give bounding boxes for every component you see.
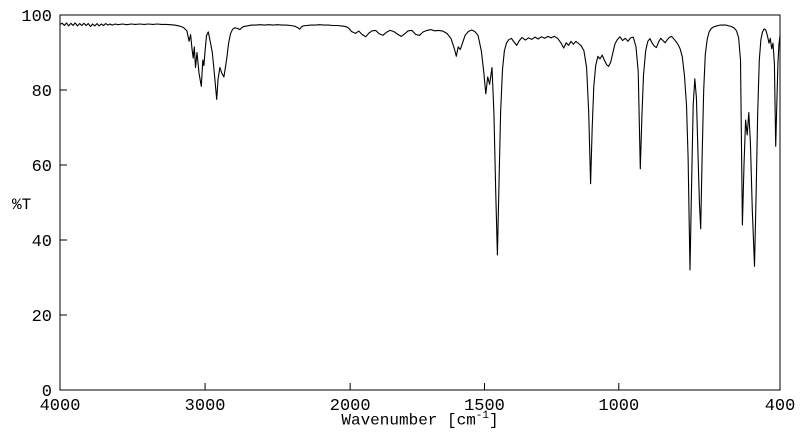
x-axis-title: Wavenumber [cm-1] (60, 410, 780, 429)
x-axis-title-superscript: -1 (475, 410, 489, 422)
x-tick-label: 1500 (464, 397, 505, 416)
y-tick-label: 80 (32, 83, 52, 102)
y-tick-label: 40 (32, 233, 52, 252)
y-tick-label: 20 (32, 308, 52, 327)
x-tick-label: 400 (765, 397, 796, 416)
plot-frame (59, 14, 781, 391)
x-tick-label: 1000 (598, 397, 639, 416)
spectrum-line (59, 22, 781, 271)
x-axis-title-text: Wavenumber [cm (341, 411, 476, 430)
x-axis-title-closing-bracket: ] (489, 411, 499, 430)
y-tick-label: 100 (21, 8, 52, 27)
x-tick-label: 4000 (40, 397, 81, 416)
x-tick-label: 2000 (330, 397, 371, 416)
y-tick-label: 0 (42, 383, 52, 402)
x-tick-label: 3000 (185, 397, 226, 416)
y-tick-label: 60 (32, 158, 52, 177)
y-axis-title: %T (12, 196, 32, 214)
